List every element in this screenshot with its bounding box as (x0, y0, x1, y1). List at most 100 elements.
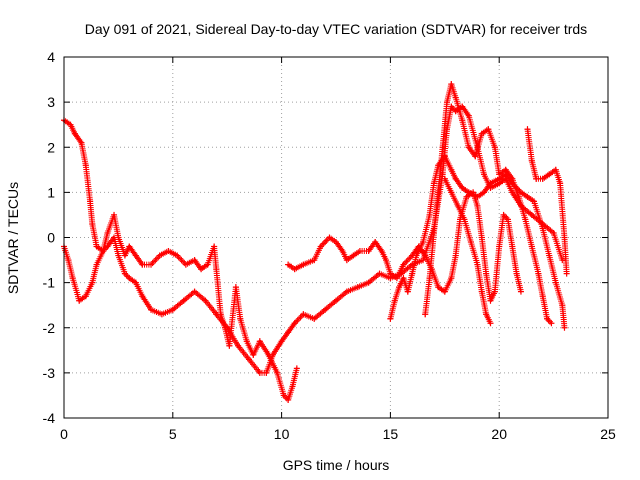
data-point (311, 315, 318, 322)
data-point (376, 270, 383, 277)
data-point (500, 211, 507, 218)
data-point (256, 338, 263, 345)
data-point (480, 171, 487, 178)
data-point (126, 243, 133, 250)
data-point (191, 288, 198, 295)
data-point (539, 225, 546, 232)
data-point (524, 193, 531, 200)
data-point (561, 234, 568, 241)
data-point (487, 320, 494, 327)
data-point (422, 252, 429, 259)
data-point (465, 112, 472, 119)
data-point (474, 193, 481, 200)
data-point (76, 297, 83, 304)
data-point (478, 130, 485, 137)
x-tick-label: 0 (60, 426, 68, 442)
data-point (265, 351, 272, 358)
data-point (480, 189, 487, 196)
data-point (504, 216, 511, 223)
data-point (235, 342, 242, 349)
data-point (78, 139, 85, 146)
data-point (465, 189, 472, 196)
data-point (93, 243, 100, 250)
series-track-5 (422, 81, 555, 327)
data-point (487, 297, 494, 304)
data-point (563, 270, 570, 277)
y-tick-label: -4 (43, 410, 56, 426)
data-point (115, 252, 122, 259)
data-point (156, 252, 163, 259)
data-point (89, 220, 96, 227)
data-point (517, 189, 524, 196)
data-point (515, 193, 522, 200)
y-axis-label: SDTVAR / TECUs (5, 182, 21, 294)
data-point (400, 261, 407, 268)
data-point (435, 162, 442, 169)
data-point (474, 202, 481, 209)
data-point (237, 315, 244, 322)
data-point (502, 166, 509, 173)
y-tick-label: 3 (47, 94, 55, 110)
data-point (245, 356, 252, 363)
data-point (104, 229, 111, 236)
data-point (528, 211, 535, 218)
series-markers (61, 103, 565, 376)
data-point (496, 171, 503, 178)
series-line (389, 155, 566, 328)
data-point (463, 193, 470, 200)
data-point (528, 157, 535, 164)
data-point (472, 153, 479, 160)
data-point (531, 198, 538, 205)
data-point (546, 252, 553, 259)
data-point (126, 275, 133, 282)
data-point (300, 261, 307, 268)
data-point (82, 162, 89, 169)
data-point (441, 175, 448, 182)
data-point (509, 243, 516, 250)
data-point (300, 311, 307, 318)
data-point (158, 311, 165, 318)
chart-title: Day 091 of 2021, Sidereal Day-to-day VTE… (85, 21, 587, 37)
data-point (491, 288, 498, 295)
data-point (435, 284, 442, 291)
data-point (400, 275, 407, 282)
data-point (420, 257, 427, 264)
data-point (441, 288, 448, 295)
data-point (522, 216, 529, 223)
data-point (426, 275, 433, 282)
data-point (483, 311, 490, 318)
data-point (139, 293, 146, 300)
data-point (132, 279, 139, 286)
data-point (311, 257, 318, 264)
data-point (250, 351, 257, 358)
data-point (513, 270, 520, 277)
data-point (435, 189, 442, 196)
data-point (459, 184, 466, 191)
x-tick-label: 25 (600, 426, 616, 442)
data-point (459, 103, 466, 110)
data-point (365, 279, 372, 286)
data-point (202, 297, 209, 304)
data-point (474, 261, 481, 268)
y-tick-label: -3 (43, 365, 56, 381)
data-point (182, 261, 189, 268)
axis-ticks: 0 5 10 15 20 25 -4 -3 -2 -1 0 1 2 3 4 (43, 49, 616, 442)
data-point (121, 270, 128, 277)
x-tick-label: 10 (274, 426, 290, 442)
data-point (487, 180, 494, 187)
data-point (317, 243, 324, 250)
data-point (274, 369, 281, 376)
data-point (509, 175, 516, 182)
data-point (404, 288, 411, 295)
data-point (461, 216, 468, 223)
data-point (180, 297, 187, 304)
data-point (552, 279, 559, 286)
data-point (213, 266, 220, 273)
data-point (535, 270, 542, 277)
data-point (430, 180, 437, 187)
data-point (448, 166, 455, 173)
data-point (322, 306, 329, 313)
x-tick-label: 15 (383, 426, 399, 442)
data-point (383, 257, 390, 264)
